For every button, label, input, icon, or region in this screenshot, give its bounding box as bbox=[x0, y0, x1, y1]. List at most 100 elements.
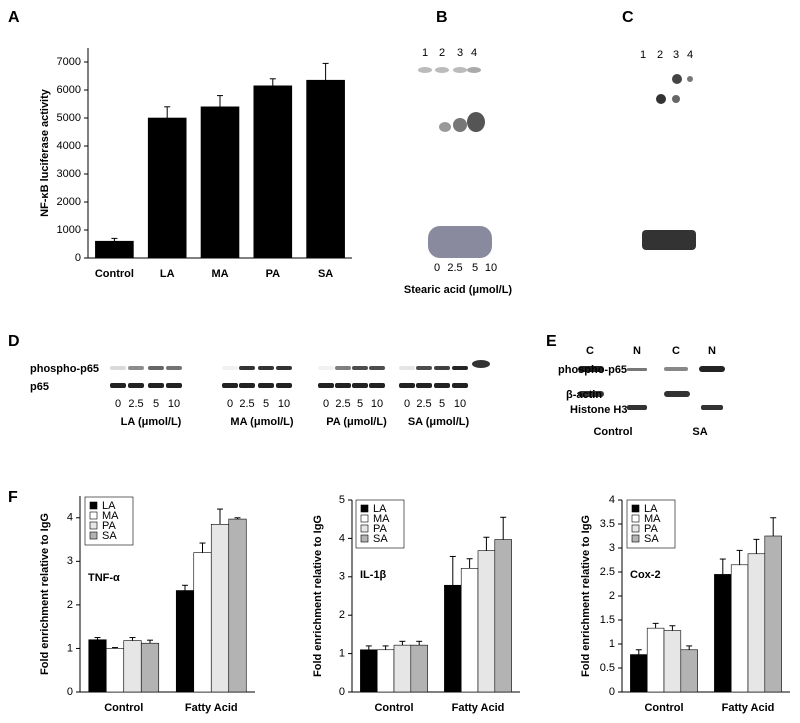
row-label: Histone H3 bbox=[570, 404, 627, 416]
tick-label: 10 bbox=[168, 398, 180, 410]
legend-label: MA bbox=[644, 513, 661, 525]
lane-label: C bbox=[586, 345, 594, 357]
y-axis-label: Fold enrichment relative to IgG bbox=[580, 515, 592, 677]
lane-label: 3 bbox=[457, 47, 463, 59]
y-axis-label: Fold enrichment relative to IgG bbox=[39, 513, 51, 675]
legend-label: PA bbox=[644, 523, 659, 535]
bar bbox=[663, 630, 682, 693]
y-tick-label: 2000 bbox=[57, 196, 81, 208]
legend-swatch bbox=[89, 531, 98, 540]
y-tick-label: 5000 bbox=[57, 112, 81, 124]
blot-band bbox=[434, 366, 450, 370]
x-tick-label: Control bbox=[374, 702, 413, 714]
blot-band bbox=[110, 366, 126, 370]
blot-band bbox=[452, 383, 468, 388]
blot-band bbox=[399, 383, 415, 388]
tick-label: 0 bbox=[115, 398, 121, 410]
y-tick-label: 1 bbox=[67, 642, 73, 654]
blot-c bbox=[642, 74, 696, 250]
blot-band bbox=[222, 383, 238, 388]
row-label: p65 bbox=[30, 381, 49, 393]
legend-swatch bbox=[89, 511, 98, 520]
blot-band bbox=[416, 383, 432, 388]
y-tick-label: 4 bbox=[67, 512, 73, 524]
bar bbox=[764, 535, 782, 693]
y-tick-label: 2.5 bbox=[600, 566, 615, 578]
legend-swatch bbox=[360, 534, 369, 543]
blot-band bbox=[110, 383, 126, 388]
legend-label: SA bbox=[644, 533, 659, 545]
legend-swatch bbox=[89, 501, 98, 510]
lane-label: C bbox=[672, 345, 680, 357]
bar bbox=[680, 649, 698, 693]
bar bbox=[123, 640, 142, 693]
blot-band bbox=[352, 366, 368, 370]
blot-band bbox=[258, 383, 274, 388]
tick-label: 5 bbox=[439, 398, 445, 410]
bar bbox=[253, 85, 293, 259]
x-tick-label: Control bbox=[95, 268, 134, 280]
bar bbox=[306, 79, 345, 259]
tick-label: 0 bbox=[323, 398, 329, 410]
annotation: Cox-2 bbox=[630, 569, 661, 581]
legend-label: MA bbox=[373, 513, 390, 525]
y-tick-label: 2 bbox=[609, 590, 615, 602]
tick-label: 10 bbox=[454, 398, 466, 410]
y-tick-label: 0.5 bbox=[600, 662, 615, 674]
lane-label: 3 bbox=[673, 49, 679, 61]
y-tick-label: 3 bbox=[609, 542, 615, 554]
annotation: TNF-α bbox=[88, 572, 120, 584]
blot-band bbox=[239, 366, 255, 370]
blot-band bbox=[166, 383, 182, 388]
group-label: SA (μmol/L) bbox=[408, 416, 470, 428]
tick-label: 5 bbox=[153, 398, 159, 410]
lane-label: 1 bbox=[422, 47, 428, 59]
lane-label: N bbox=[633, 345, 641, 357]
bar bbox=[460, 568, 479, 693]
bar bbox=[95, 240, 134, 259]
y-tick-label: 4 bbox=[339, 532, 345, 544]
bar bbox=[200, 106, 240, 259]
y-tick-label: 5 bbox=[339, 494, 345, 506]
bar bbox=[730, 564, 749, 693]
x-tick-label: Fatty Acid bbox=[722, 702, 775, 714]
y-tick-label: 0 bbox=[67, 686, 73, 698]
panel-label: D bbox=[8, 333, 20, 350]
blot-band bbox=[239, 383, 255, 388]
y-tick-label: 0 bbox=[609, 686, 615, 698]
tick-label: 2.5 bbox=[128, 398, 143, 410]
y-tick-label: 4000 bbox=[57, 140, 81, 152]
blot-band bbox=[335, 383, 351, 388]
legend-label: PA bbox=[373, 523, 388, 535]
panel-label: C bbox=[622, 9, 634, 26]
blot-band bbox=[399, 366, 415, 370]
y-tick-label: 3 bbox=[339, 571, 345, 583]
x-tick-label: MA bbox=[211, 268, 228, 280]
group-label: SA bbox=[692, 426, 707, 438]
bar bbox=[630, 654, 648, 693]
legend-swatch bbox=[360, 524, 369, 533]
legend-label: LA bbox=[644, 503, 658, 515]
bar bbox=[376, 649, 395, 693]
bar bbox=[105, 648, 125, 693]
y-tick-label: 3000 bbox=[57, 168, 81, 180]
lane-label: 2 bbox=[439, 47, 445, 59]
blot-band bbox=[258, 366, 274, 370]
blot-band bbox=[166, 366, 182, 370]
legend-label: SA bbox=[373, 533, 388, 545]
legend-swatch bbox=[631, 504, 640, 513]
tick-label: 5 bbox=[357, 398, 363, 410]
tick-label: 0 bbox=[404, 398, 410, 410]
legend-label: LA bbox=[373, 503, 387, 515]
tick-label: 2.5 bbox=[447, 262, 462, 274]
group-label: LA (μmol/L) bbox=[121, 416, 182, 428]
tick-label: 2.5 bbox=[335, 398, 350, 410]
axis-label: Stearic acid (μmol/L) bbox=[404, 284, 513, 296]
tick-label: 5 bbox=[472, 262, 478, 274]
bar bbox=[393, 644, 412, 693]
y-tick-label: 6000 bbox=[57, 84, 81, 96]
legend-swatch bbox=[631, 534, 640, 543]
blot-band bbox=[276, 366, 292, 370]
bar bbox=[210, 524, 230, 693]
